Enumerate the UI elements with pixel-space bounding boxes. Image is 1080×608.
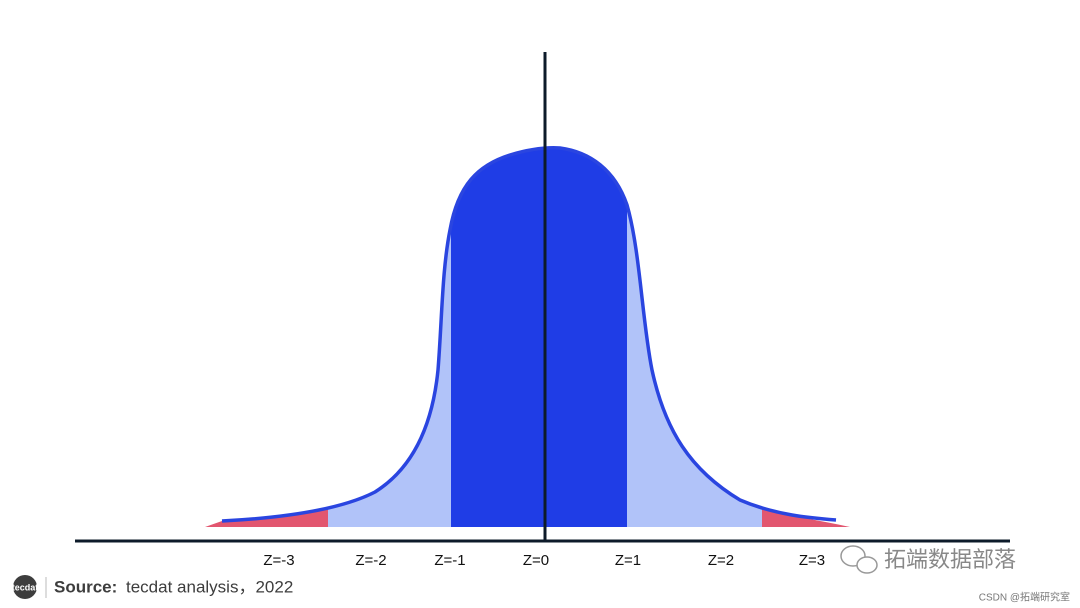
left-band bbox=[328, 147, 451, 527]
left-tail bbox=[205, 147, 328, 527]
logo: tecdat bbox=[12, 582, 39, 592]
watermark-icon bbox=[840, 545, 878, 574]
logo-mark bbox=[13, 575, 37, 599]
right-band bbox=[627, 147, 762, 527]
z-label: Z=1 bbox=[615, 552, 641, 569]
z-label: Z=-1 bbox=[434, 552, 465, 569]
distribution-area bbox=[205, 147, 850, 527]
z-label: Z=-2 bbox=[355, 552, 386, 569]
curve-outline bbox=[221, 146, 837, 523]
z-label: Z=3 bbox=[799, 552, 825, 569]
watermark-brand: 拓端数据部落 bbox=[884, 547, 1016, 572]
z-label: Z=-3 bbox=[263, 552, 294, 569]
watermark-credit: CSDN @拓端研究室 bbox=[979, 591, 1070, 604]
right-tail bbox=[762, 147, 850, 527]
source-text: tecdat analysis，2022 bbox=[126, 577, 293, 596]
z-label: Z=2 bbox=[708, 552, 734, 569]
source-label: Source: bbox=[54, 577, 117, 596]
z-label: Z=0 bbox=[523, 552, 549, 569]
center-band bbox=[451, 147, 627, 527]
